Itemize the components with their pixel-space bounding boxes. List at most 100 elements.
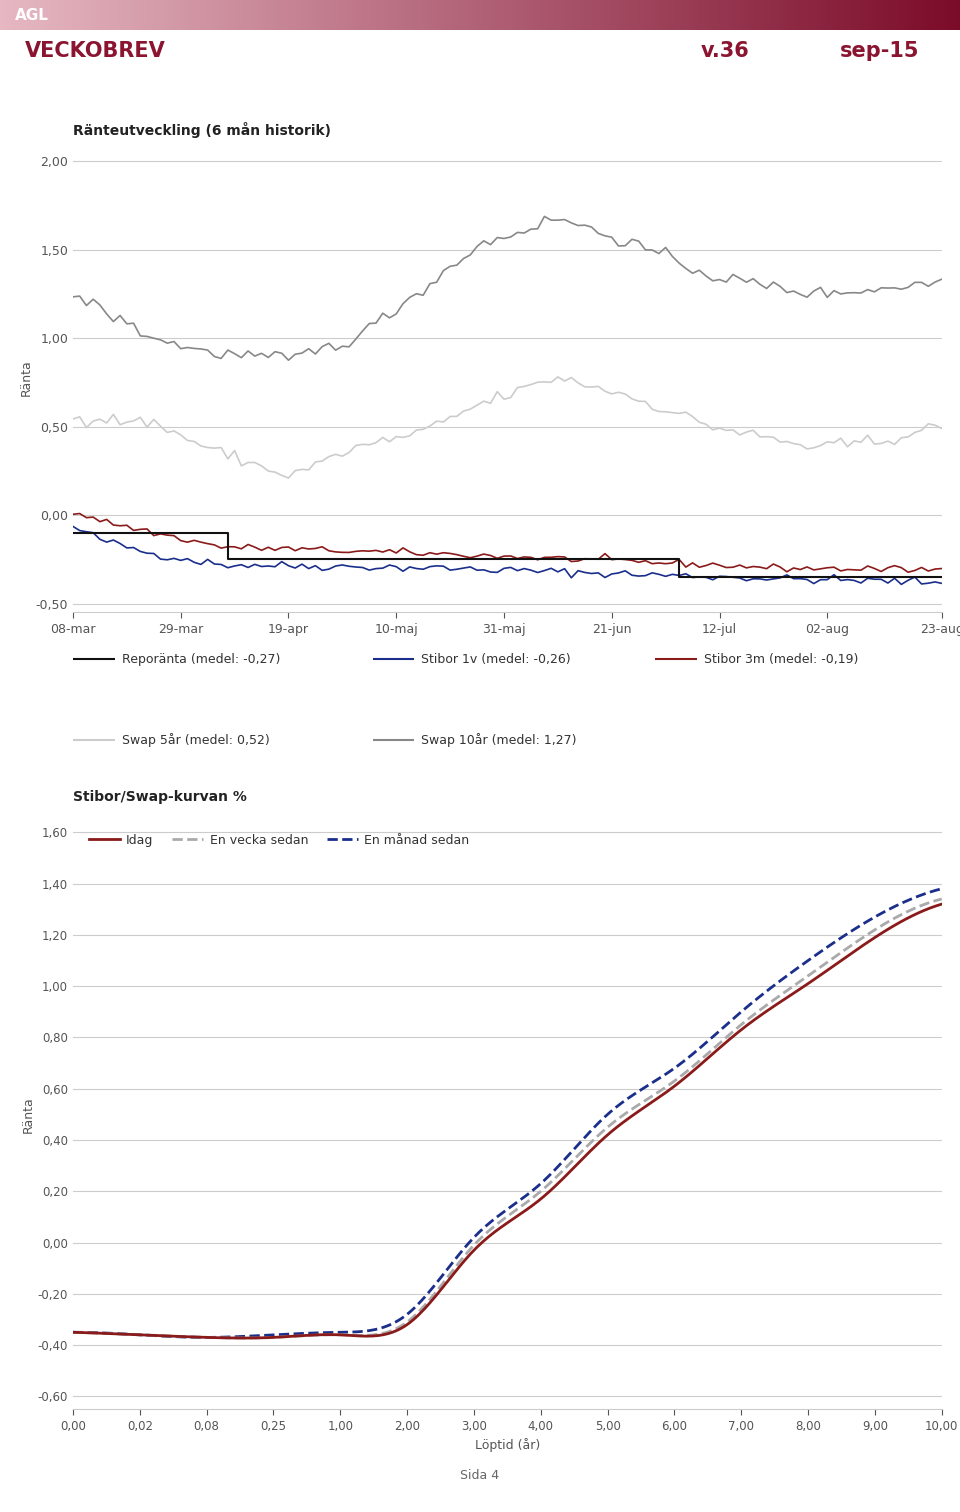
Bar <box>136 0 139 30</box>
Bar <box>840 0 843 30</box>
Bar <box>544 0 547 30</box>
Bar <box>490 0 492 30</box>
Bar <box>50 0 53 30</box>
Bar <box>216 0 219 30</box>
Bar <box>367 0 370 30</box>
Bar <box>187 0 190 30</box>
Bar <box>725 0 728 30</box>
Bar <box>149 0 152 30</box>
Bar <box>197 0 200 30</box>
Bar <box>667 0 670 30</box>
Bar <box>603 0 605 30</box>
Bar <box>38 0 41 30</box>
Bar <box>741 0 744 30</box>
Bar <box>350 0 353 30</box>
Bar <box>86 0 89 30</box>
Bar <box>715 0 718 30</box>
Bar <box>104 0 106 30</box>
Y-axis label: Ränta: Ränta <box>22 1096 35 1132</box>
Bar <box>283 0 286 30</box>
Bar <box>77 0 80 30</box>
Bar <box>562 0 564 30</box>
Bar <box>499 0 502 30</box>
Bar <box>920 0 922 30</box>
Text: sep-15: sep-15 <box>840 41 920 60</box>
Bar <box>319 0 322 30</box>
Bar <box>833 0 835 30</box>
Bar <box>245 0 248 30</box>
Bar <box>837 0 840 30</box>
Bar <box>226 0 228 30</box>
Bar <box>459 0 461 30</box>
Bar <box>494 0 497 30</box>
Bar <box>760 0 763 30</box>
Bar <box>929 0 931 30</box>
Bar <box>286 0 288 30</box>
Text: Sida 4: Sida 4 <box>461 1468 499 1482</box>
Text: Stibor 1v (medel: -0,26): Stibor 1v (medel: -0,26) <box>421 653 571 665</box>
Bar <box>146 0 149 30</box>
Bar <box>48 0 51 30</box>
Bar <box>536 0 538 30</box>
Bar <box>607 0 610 30</box>
Bar <box>36 0 38 30</box>
Bar <box>578 0 581 30</box>
Bar <box>394 0 396 30</box>
Bar <box>12 0 14 30</box>
Text: v.36: v.36 <box>701 41 750 60</box>
Bar <box>835 0 838 30</box>
Bar <box>398 0 401 30</box>
Bar <box>170 0 173 30</box>
Bar <box>747 0 749 30</box>
Bar <box>874 0 876 30</box>
Bar <box>811 0 814 30</box>
Bar <box>355 0 358 30</box>
Bar <box>520 0 523 30</box>
Bar <box>382 0 384 30</box>
Bar <box>948 0 950 30</box>
Bar <box>648 0 651 30</box>
Bar <box>165 0 168 30</box>
Bar <box>250 0 252 30</box>
Bar <box>430 0 432 30</box>
Bar <box>693 0 696 30</box>
Bar <box>478 0 480 30</box>
Bar <box>271 0 274 30</box>
Bar <box>108 0 110 30</box>
Bar <box>718 0 720 30</box>
Bar <box>98 0 101 30</box>
Bar <box>850 0 852 30</box>
Bar <box>257 0 259 30</box>
Bar <box>636 0 638 30</box>
Bar <box>440 0 442 30</box>
Bar <box>533 0 536 30</box>
Bar <box>922 0 924 30</box>
Bar <box>891 0 893 30</box>
Bar <box>238 0 240 30</box>
Bar <box>110 0 113 30</box>
Bar <box>672 0 675 30</box>
Bar <box>792 0 795 30</box>
Bar <box>789 0 792 30</box>
Bar <box>564 0 566 30</box>
Bar <box>415 0 418 30</box>
Bar <box>322 0 324 30</box>
Bar <box>392 0 394 30</box>
Text: Swap 10år (medel: 1,27): Swap 10år (medel: 1,27) <box>421 732 577 747</box>
Bar <box>40 0 43 30</box>
Bar <box>190 0 192 30</box>
Bar <box>422 0 425 30</box>
Bar <box>312 0 315 30</box>
Bar <box>163 0 166 30</box>
Bar <box>958 0 960 30</box>
Bar <box>864 0 867 30</box>
Bar <box>787 0 790 30</box>
Bar <box>341 0 344 30</box>
Bar <box>852 0 854 30</box>
Bar <box>315 0 317 30</box>
Bar <box>288 0 291 30</box>
Bar <box>898 0 900 30</box>
Bar <box>202 0 204 30</box>
Bar <box>446 0 449 30</box>
Bar <box>660 0 662 30</box>
